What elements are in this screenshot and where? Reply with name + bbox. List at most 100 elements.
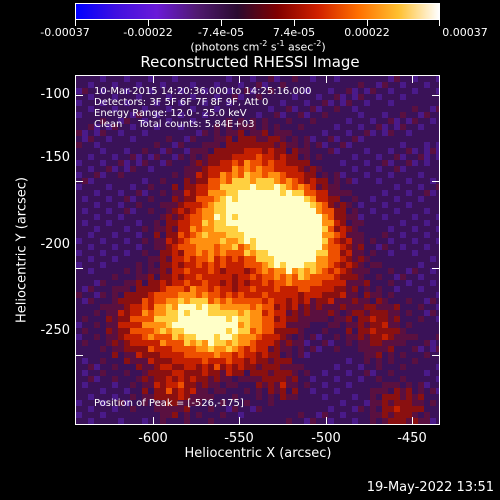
heatmap-cell	[400, 250, 407, 257]
heatmap-cell	[196, 142, 203, 149]
heatmap-cell	[124, 184, 131, 191]
heatmap-cell	[82, 112, 89, 119]
heatmap-cell	[322, 166, 329, 173]
heatmap-cell	[232, 268, 239, 275]
heatmap-cell	[292, 262, 299, 269]
heatmap-cell	[394, 238, 401, 245]
heatmap-cell	[136, 412, 143, 419]
heatmap-cell	[310, 394, 317, 401]
heatmap-cell	[94, 280, 101, 287]
heatmap-cell	[340, 214, 347, 221]
heatmap-cell	[136, 166, 143, 173]
heatmap-cell	[166, 226, 173, 233]
heatmap-cell	[352, 418, 359, 424]
heatmap-cell	[298, 346, 305, 353]
heatmap-cell	[178, 106, 185, 113]
heatmap-cell	[274, 202, 281, 209]
heatmap-cell	[208, 388, 215, 395]
heatmap-cell	[436, 376, 439, 383]
heatmap-cell	[274, 412, 281, 419]
heatmap-cell	[166, 340, 173, 347]
heatmap-cell	[430, 100, 437, 107]
heatmap-cell	[394, 286, 401, 293]
heatmap-cell	[124, 382, 131, 389]
heatmap-cell	[142, 418, 149, 424]
heatmap-cell	[424, 82, 431, 89]
heatmap-cell	[292, 76, 299, 83]
heatmap-cell	[418, 328, 425, 335]
heatmap-cell	[244, 178, 251, 185]
heatmap-cell	[328, 130, 335, 137]
heatmap-cell	[226, 244, 233, 251]
heatmap-cell	[202, 94, 209, 101]
heatmap-cell	[286, 124, 293, 131]
heatmap-cell	[316, 322, 323, 329]
heatmap-cell	[250, 352, 257, 359]
heatmap-cell	[238, 316, 245, 323]
heatmap-cell	[304, 136, 311, 143]
heatmap-cell	[334, 154, 341, 161]
heatmap-cell	[196, 220, 203, 227]
heatmap-cell	[178, 274, 185, 281]
heatmap-cell	[166, 352, 173, 359]
heatmap-cell	[394, 250, 401, 257]
heatmap-cell	[232, 352, 239, 359]
heatmap-cell	[280, 130, 287, 137]
heatmap-cell	[214, 100, 221, 107]
heatmap-cell	[322, 106, 329, 113]
heatmap-cell	[364, 112, 371, 119]
heatmap-cell	[406, 274, 413, 281]
heatmap-cell	[388, 388, 395, 395]
heatmap-cell	[166, 166, 173, 173]
heatmap-cell	[388, 328, 395, 335]
heatmap-cell	[346, 304, 353, 311]
heatmap-cell	[118, 262, 125, 269]
heatmap-cell	[238, 280, 245, 287]
heatmap-cell	[226, 328, 233, 335]
heatmap-cell	[412, 412, 419, 419]
heatmap-cell	[274, 352, 281, 359]
heatmap-cell	[172, 262, 179, 269]
heatmap-cell	[310, 88, 317, 95]
heatmap-cell	[196, 370, 203, 377]
heatmap-cell	[136, 304, 143, 311]
heatmap-cell	[292, 394, 299, 401]
heatmap-cell	[298, 118, 305, 125]
heatmap-cell	[106, 202, 113, 209]
heatmap-cell	[268, 124, 275, 131]
heatmap-cell	[196, 160, 203, 167]
heatmap-cell	[142, 214, 149, 221]
x-tick	[239, 75, 240, 83]
heatmap-cell	[112, 406, 119, 413]
heatmap-cell	[208, 214, 215, 221]
heatmap-cell	[346, 364, 353, 371]
heatmap-cell	[82, 94, 89, 101]
heatmap-cell	[388, 304, 395, 311]
heatmap-cell	[82, 250, 89, 257]
heatmap-cell	[382, 154, 389, 161]
heatmap-cell	[418, 226, 425, 233]
heatmap-cell	[94, 310, 101, 317]
heatmap-cell	[316, 106, 323, 113]
heatmap-cell	[136, 256, 143, 263]
heatmap-cell	[148, 82, 155, 89]
heatmap-cell	[346, 88, 353, 95]
heatmap-cell	[172, 100, 179, 107]
heatmap-cell	[412, 334, 419, 341]
heatmap-cell	[190, 106, 197, 113]
heatmap-cell	[238, 214, 245, 221]
heatmap-cell	[136, 178, 143, 185]
heatmap-cell	[106, 232, 113, 239]
heatmap-cell	[232, 76, 239, 83]
heatmap-cell	[214, 268, 221, 275]
heatmap-cell	[310, 130, 317, 137]
heatmap-cell	[106, 346, 113, 353]
heatmap-cell	[334, 274, 341, 281]
heatmap-cell	[268, 310, 275, 317]
heatmap-cell	[112, 376, 119, 383]
heatmap-cell	[328, 370, 335, 377]
heatmap-cell	[88, 400, 95, 407]
heatmap-cell	[238, 364, 245, 371]
heatmap-cell	[382, 346, 389, 353]
heatmap-cell	[316, 352, 323, 359]
